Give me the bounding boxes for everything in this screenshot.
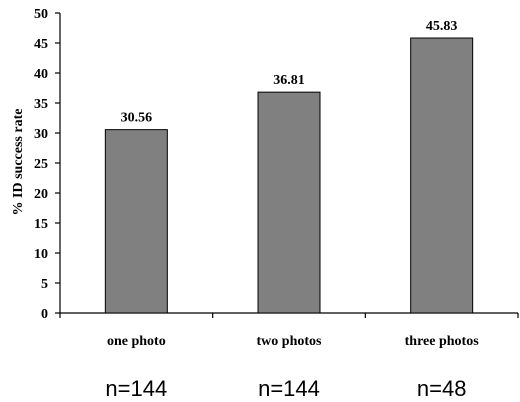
y-tick-label: 30	[34, 127, 48, 142]
y-tick-label: 25	[34, 157, 48, 172]
bar	[257, 91, 321, 314]
sample-size-label: n=144	[258, 376, 320, 401]
bars	[104, 37, 474, 314]
y-tick-label: 20	[34, 187, 48, 202]
y-tick-label: 40	[34, 67, 48, 82]
bar-value-label: 45.83	[426, 19, 458, 34]
y-tick-label: 0	[41, 307, 48, 322]
y-tick-label: 50	[34, 7, 48, 22]
y-tick-label: 10	[34, 247, 48, 262]
sample-size-label: n=144	[105, 376, 167, 401]
data-labels: 30.56 36.81 45.83	[121, 19, 458, 126]
category-label: three photos	[405, 334, 480, 349]
bar-value-label: 36.81	[273, 73, 305, 88]
x-axis	[59, 312, 519, 318]
sample-size-labels: n=144 n=144 n=48	[105, 376, 466, 401]
y-axis-label: % ID success rate	[11, 109, 26, 216]
bar-value-label: 30.56	[121, 111, 153, 126]
y-axis: 0 5 10 15 20 25 30 35 40 45 50	[34, 7, 61, 322]
y-tick-label: 35	[34, 97, 48, 112]
category-label: two photos	[257, 334, 323, 349]
bar	[410, 37, 474, 314]
bar	[104, 129, 168, 314]
category-labels: one photo two photos three photos	[107, 334, 479, 349]
sample-size-label: n=48	[417, 376, 467, 401]
y-tick-label: 5	[41, 277, 48, 292]
y-tick-label: 45	[34, 37, 48, 52]
category-label: one photo	[107, 334, 166, 349]
y-tick-label: 15	[34, 217, 48, 232]
